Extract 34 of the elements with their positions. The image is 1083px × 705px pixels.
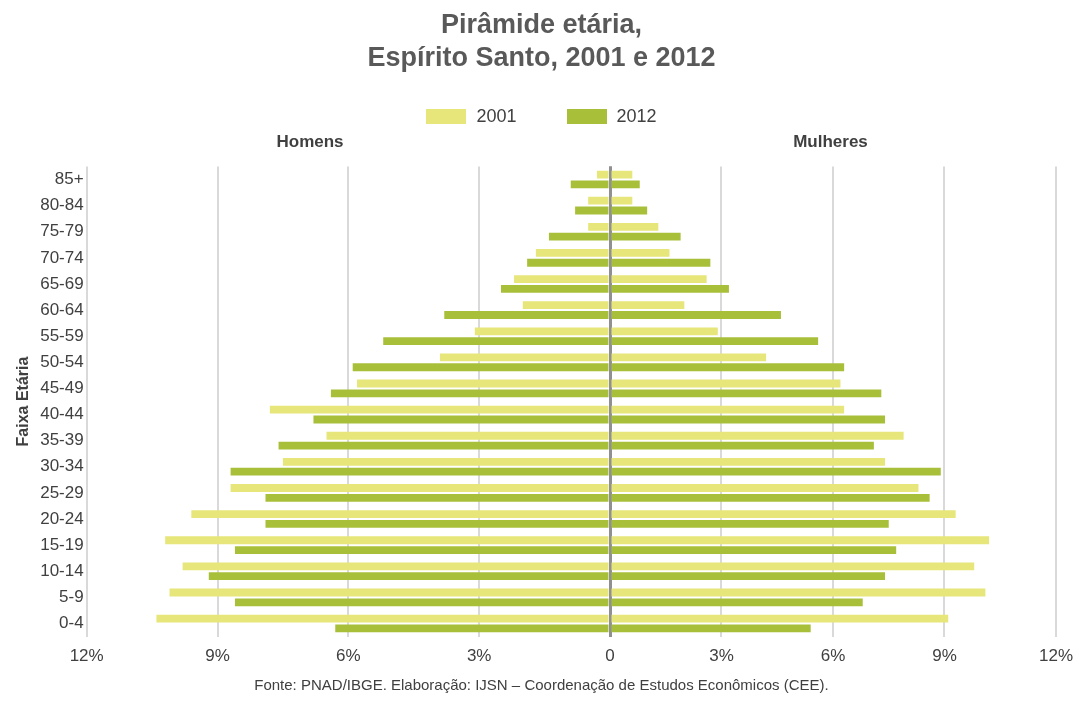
- x-tick-label: 0: [605, 646, 615, 666]
- y-tick-label: 30-34: [40, 456, 84, 476]
- chart-subtitle: Homens: [276, 131, 344, 151]
- x-tick-label: 3%: [466, 646, 492, 666]
- x-tick-label: 12%: [1038, 646, 1073, 666]
- y-tick-label: 35-39: [40, 430, 84, 450]
- y-tick-label: 5-9: [59, 587, 84, 607]
- y-tick-label: 85+: [54, 169, 84, 189]
- y-tick-label: 75-79: [40, 221, 84, 241]
- y-tick-label: 45-49: [40, 378, 84, 398]
- y-tick-label: 65-69: [40, 273, 84, 293]
- x-tick-label: 6%: [820, 646, 846, 666]
- legend-label: 2001: [475, 106, 517, 127]
- x-tick-label: 6%: [336, 646, 361, 666]
- chart-title: Pirâmide etária, Espírito Santo, 2001 e 2012: [366, 8, 717, 74]
- x-tick-label: 3%: [709, 646, 734, 666]
- y-tick-label: 40-44: [40, 404, 84, 424]
- y-tick-label: 10-14: [40, 560, 84, 580]
- y-tick-label: 0-4: [59, 613, 84, 633]
- y-axis-title: Faixa Etária: [14, 356, 32, 447]
- chart-subtitle: Mulheres: [793, 131, 868, 151]
- y-tick-label: 50-54: [40, 352, 84, 371]
- x-tick-label: 9%: [932, 646, 957, 666]
- y-tick-label: 20-24: [40, 508, 84, 528]
- y-tick-label: 70-74: [40, 247, 84, 267]
- x-tick-label: 12%: [69, 646, 104, 666]
- source-note: Fonte: PNAD/IBGE. Elaboração: IJSN – Coordenação de Estudos Econômicos (CEE).: [253, 676, 830, 693]
- x-tick-label: 9%: [205, 646, 230, 666]
- y-tick-label: 25-29: [40, 482, 84, 502]
- legend-label: 2012: [615, 106, 657, 127]
- y-tick-label: 60-64: [40, 299, 84, 319]
- y-tick-label: 15-19: [40, 534, 84, 554]
- y-tick-label: 80-84: [40, 195, 84, 215]
- y-tick-label: 55-59: [40, 325, 84, 345]
